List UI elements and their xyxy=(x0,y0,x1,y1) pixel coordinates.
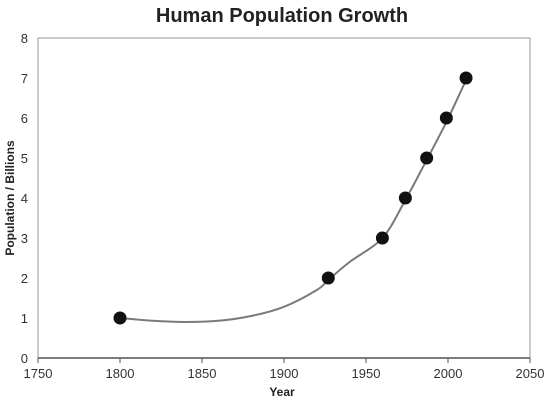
data-point xyxy=(420,151,434,165)
y-axis: 0 1 2 3 4 5 6 7 8 xyxy=(21,31,28,366)
data-point xyxy=(459,71,473,85)
y-tick-label: 5 xyxy=(21,151,28,166)
y-axis-label: Population / Billions xyxy=(3,140,17,256)
y-tick-label: 6 xyxy=(21,111,28,126)
x-tick-label: 1800 xyxy=(106,366,135,381)
x-tick-label: 2050 xyxy=(516,366,545,381)
chart-title: Human Population Growth xyxy=(156,5,408,27)
y-tick-label: 8 xyxy=(21,31,28,46)
data-point xyxy=(398,191,412,205)
x-axis: 1750 1800 1850 1900 1950 2000 2050 xyxy=(24,357,545,381)
x-tick-label: 2000 xyxy=(434,366,463,381)
x-tick-label: 1950 xyxy=(352,366,381,381)
data-point xyxy=(113,311,127,325)
data-point xyxy=(321,271,335,285)
data-point xyxy=(439,111,453,125)
trend-line xyxy=(119,79,467,324)
data-points xyxy=(113,71,473,325)
y-tick-label: 2 xyxy=(21,271,28,286)
plot-frame xyxy=(37,37,531,359)
data-point xyxy=(375,231,389,245)
x-tick-label: 1850 xyxy=(188,366,217,381)
x-axis-label: Year xyxy=(269,385,295,399)
x-tick-label: 1900 xyxy=(270,366,299,381)
y-tick-label: 4 xyxy=(21,191,28,206)
x-tick-label: 1750 xyxy=(24,366,53,381)
y-tick-label: 1 xyxy=(21,311,28,326)
y-tick-label: 0 xyxy=(21,351,28,366)
y-tick-label: 7 xyxy=(21,71,28,86)
y-tick-label: 3 xyxy=(21,231,28,246)
